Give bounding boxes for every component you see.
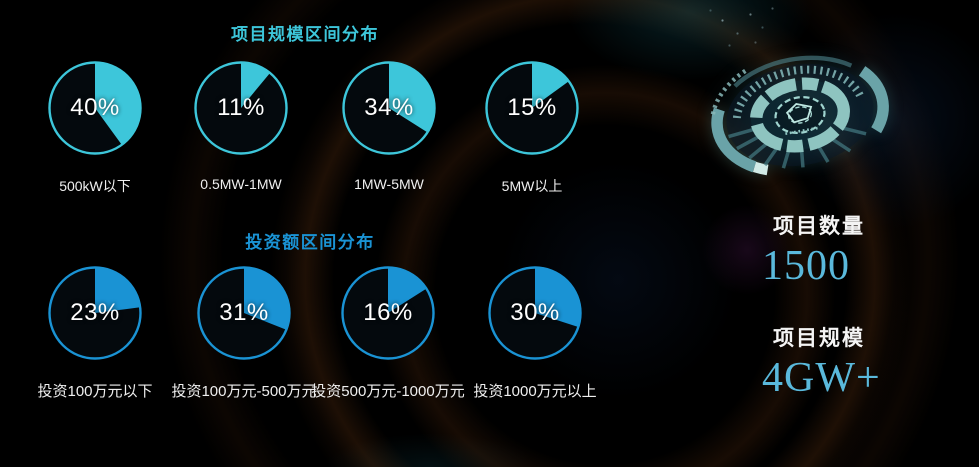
pie-svg — [485, 61, 579, 155]
pie-percent: 15% — [507, 94, 557, 121]
pie-label-scale-1: 0.5MW-1MW — [200, 176, 282, 192]
section-title-investment: 投资额区间分布 — [245, 233, 375, 252]
pie-svg — [488, 266, 582, 360]
pie-svg — [48, 61, 142, 155]
pie-label-invest-2: 投资500万元-1000万元 — [311, 383, 465, 400]
pie-percent: 34% — [364, 94, 414, 121]
stat-value-project-count: 1500 — [762, 243, 850, 289]
pie-chart-scale-over5mw: 15% — [484, 60, 580, 156]
pie-chart-scale-05mw-1mw: 11% — [193, 60, 289, 156]
pie-svg — [341, 266, 435, 360]
pie-svg — [342, 61, 436, 155]
pie-percent: 30% — [510, 299, 560, 326]
pie-label-scale-3: 5MW以上 — [501, 178, 563, 194]
pie-percent: 16% — [363, 299, 413, 326]
pie-chart-invest-under100w: 23% — [47, 265, 143, 361]
pie-svg — [194, 61, 288, 155]
stat-project-scale: 项目规模 4GW+ — [762, 322, 979, 401]
hud-gear-icon — [710, 55, 889, 176]
section-title-project-scale: 项目规模区间分布 — [231, 25, 379, 44]
pie-chart-scale-1mw-5mw: 34% — [341, 60, 437, 156]
pie-chart-invest-500w-1000w: 16% — [340, 265, 436, 361]
stat-project-count: 项目数量 1500 — [762, 210, 979, 289]
pie-percent: 23% — [70, 299, 120, 326]
pie-label-invest-1: 投资100万元-500万元 — [171, 383, 317, 400]
pie-label-invest-3: 投资1000万元以上 — [473, 383, 597, 400]
pie-percent: 31% — [219, 299, 269, 326]
pie-label-scale-0: 500kW以下 — [59, 178, 131, 194]
stat-label-project-scale: 项目规模 — [773, 327, 865, 350]
pie-percent: 11% — [217, 94, 265, 121]
pie-svg — [48, 266, 142, 360]
pie-percent: 40% — [70, 94, 120, 121]
pie-label-scale-2: 1MW-5MW — [354, 176, 424, 192]
stat-value-project-scale: 4GW+ — [762, 355, 881, 401]
pie-chart-scale-under500kw: 40% — [47, 60, 143, 156]
star-dots — [0, 0, 1, 1]
pie-chart-invest-over1000w: 30% — [487, 265, 583, 361]
pie-label-invest-0: 投资100万元以下 — [37, 383, 153, 400]
pie-svg — [197, 266, 291, 360]
pie-chart-invest-100w-500w: 31% — [196, 265, 292, 361]
stat-label-project-count: 项目数量 — [773, 215, 865, 238]
